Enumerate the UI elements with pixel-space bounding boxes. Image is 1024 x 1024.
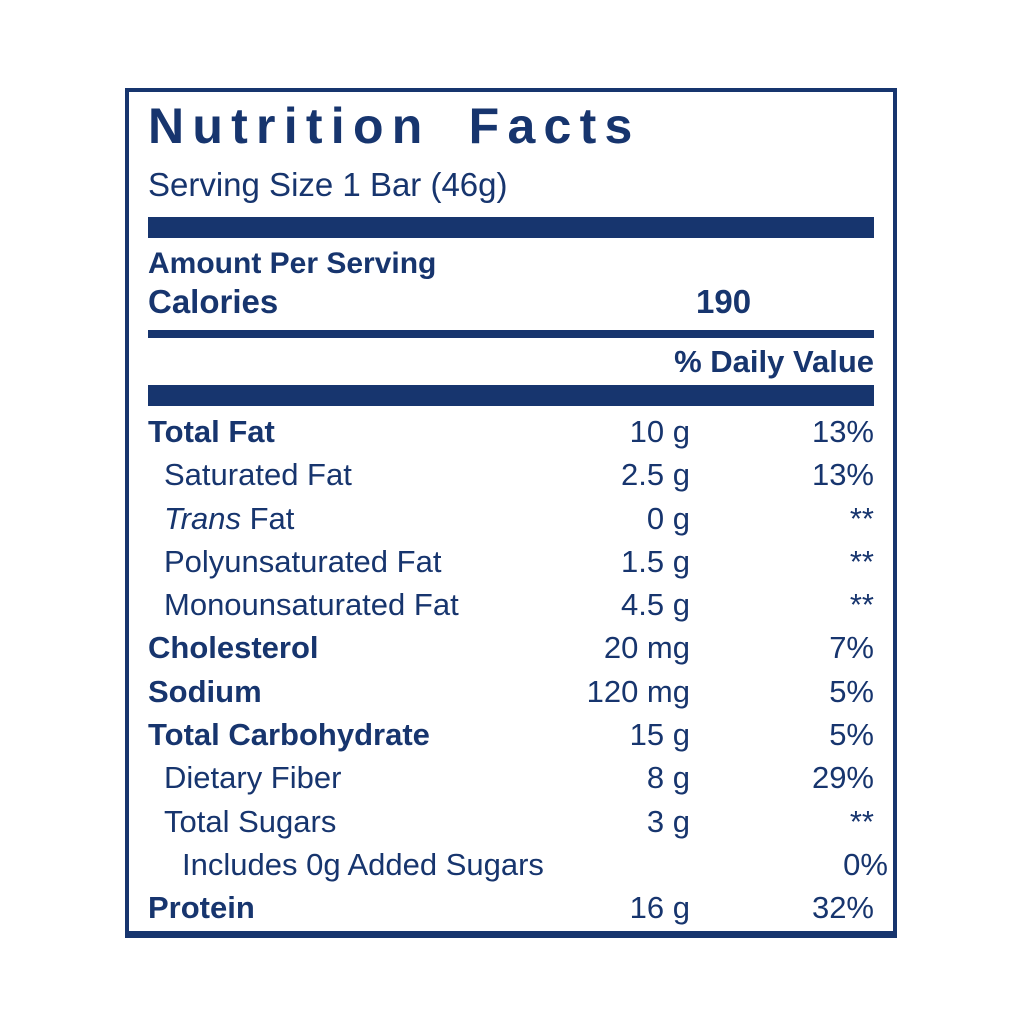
nutrient-daily-value: 32% bbox=[811, 890, 874, 926]
nutrient-name: Trans Fat bbox=[164, 500, 295, 536]
nutrient-name: Dietary Fiber bbox=[164, 760, 342, 796]
nutrient-name: Sodium bbox=[148, 673, 262, 709]
nutrient-row: Total Carbohydrate 15 g 5% bbox=[148, 713, 874, 756]
nutrient-daily-value: 29% bbox=[811, 760, 874, 796]
calories-label: Calories bbox=[148, 283, 279, 320]
nutrient-name: Saturated Fat bbox=[164, 457, 352, 493]
nutrient-row: Polyunsaturated Fat 1.5 g ** bbox=[148, 540, 874, 583]
nutrient-row: Dietary Fiber 8 g 29% bbox=[148, 756, 874, 799]
nutrient-row: Includes 0g Added Sugars 0% bbox=[148, 843, 888, 886]
nutrient-daily-value: 0% bbox=[843, 846, 888, 882]
nutrient-amount: 4.5 g bbox=[621, 587, 690, 623]
nutrient-amount: 120 mg bbox=[586, 673, 690, 709]
nutrient-daily-value: ** bbox=[849, 543, 874, 579]
nutrient-daily-value: ** bbox=[849, 587, 874, 623]
nutrient-name: Total Carbohydrate bbox=[148, 717, 430, 753]
nutrient-name: Protein bbox=[148, 890, 255, 926]
nutrient-amount: 1.5 g bbox=[621, 543, 690, 579]
nutrient-row: Saturated Fat 2.5 g 13% bbox=[148, 453, 874, 496]
amount-per-serving-label: Amount Per Serving bbox=[148, 247, 437, 280]
nutrient-daily-value: ** bbox=[849, 500, 874, 536]
nutrient-row: Protein 16 g 32% bbox=[148, 886, 874, 929]
nutrient-daily-value: 13% bbox=[811, 414, 874, 449]
percent-daily-value-header: % Daily Value bbox=[674, 344, 874, 379]
nutrient-name-italic-prefix: Trans bbox=[164, 500, 241, 536]
nutrient-daily-value: 13% bbox=[811, 457, 874, 493]
nutrient-amount bbox=[544, 843, 704, 886]
nutrient-rows: Total Fat 10 g 13% Saturated Fat 2.5 g 13% Tra… bbox=[148, 410, 888, 930]
nutrient-amount: 15 g bbox=[629, 717, 690, 753]
nutrient-amount: 8 g bbox=[646, 760, 690, 796]
nutrition-label-content: Nutrition Facts Serving Size 1 Bar (46g)… bbox=[129, 92, 893, 931]
thin-divider bbox=[148, 330, 874, 338]
nutrient-name: Total Fat bbox=[148, 414, 275, 449]
nutrient-name: Total Sugars bbox=[164, 803, 337, 839]
nutrient-row: Total Fat 10 g 13% bbox=[148, 410, 874, 453]
nutrient-amount: 20 mg bbox=[603, 630, 690, 666]
calories-row: Calories 190 bbox=[148, 282, 874, 322]
nutrient-daily-value: 5% bbox=[829, 717, 874, 753]
nutrient-daily-value: ** bbox=[849, 803, 874, 839]
nutrient-row: Trans Fat 0 g ** bbox=[148, 497, 874, 540]
nutrient-amount: 16 g bbox=[629, 890, 690, 926]
thick-divider-top bbox=[148, 217, 874, 238]
nutrient-name: Includes 0g Added Sugars bbox=[182, 846, 544, 882]
nutrient-row: Cholesterol 20 mg 7% bbox=[148, 626, 874, 669]
nutrient-name: Polyunsaturated Fat bbox=[164, 543, 442, 579]
nutrition-facts-title: Nutrition Facts bbox=[148, 98, 641, 154]
nutrient-amount: 0 g bbox=[646, 500, 690, 536]
nutrition-label-box: Nutrition Facts Serving Size 1 Bar (46g)… bbox=[125, 88, 897, 938]
nutrient-name: Cholesterol bbox=[148, 630, 319, 666]
calories-value: 190 bbox=[696, 283, 752, 320]
nutrient-daily-value: 7% bbox=[829, 630, 874, 666]
nutrient-amount: 2.5 g bbox=[621, 457, 690, 493]
nutrient-amount: 10 g bbox=[629, 414, 690, 449]
nutrient-row: Total Sugars 3 g ** bbox=[148, 800, 874, 843]
nutrient-name: Monounsaturated Fat bbox=[164, 587, 459, 623]
serving-size-text: Serving Size 1 Bar (46g) bbox=[148, 166, 508, 203]
nutrient-daily-value: 5% bbox=[829, 673, 874, 709]
nutrient-row: Monounsaturated Fat 4.5 g ** bbox=[148, 583, 874, 626]
nutrient-amount: 3 g bbox=[646, 803, 690, 839]
thick-divider-middle bbox=[148, 385, 874, 406]
nutrient-row: Sodium 120 mg 5% bbox=[148, 670, 874, 713]
